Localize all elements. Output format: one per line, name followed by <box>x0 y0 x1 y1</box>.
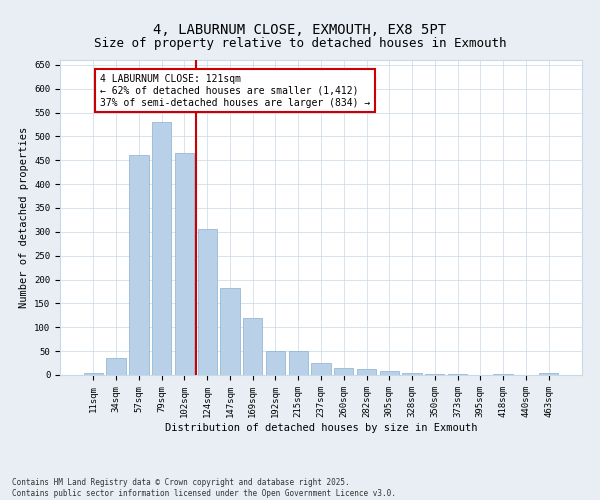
Bar <box>448 374 467 375</box>
Bar <box>357 370 376 375</box>
Bar <box>266 351 285 375</box>
Bar <box>220 288 239 375</box>
Bar <box>425 374 445 375</box>
Bar <box>106 358 126 375</box>
Bar <box>243 318 262 375</box>
Bar <box>129 156 149 375</box>
Text: 4 LABURNUM CLOSE: 121sqm
← 62% of detached houses are smaller (1,412)
37% of sem: 4 LABURNUM CLOSE: 121sqm ← 62% of detach… <box>100 74 370 108</box>
Bar <box>493 374 513 375</box>
Bar <box>334 368 353 375</box>
Bar <box>403 372 422 375</box>
Bar <box>311 363 331 375</box>
Bar <box>539 372 558 375</box>
Bar <box>152 122 172 375</box>
Text: 4, LABURNUM CLOSE, EXMOUTH, EX8 5PT: 4, LABURNUM CLOSE, EXMOUTH, EX8 5PT <box>154 22 446 36</box>
Bar <box>289 351 308 375</box>
Bar <box>197 230 217 375</box>
Y-axis label: Number of detached properties: Number of detached properties <box>19 127 29 308</box>
Text: Contains HM Land Registry data © Crown copyright and database right 2025.
Contai: Contains HM Land Registry data © Crown c… <box>12 478 396 498</box>
Bar <box>380 371 399 375</box>
Bar <box>175 153 194 375</box>
Text: Size of property relative to detached houses in Exmouth: Size of property relative to detached ho… <box>94 38 506 51</box>
Bar <box>84 372 103 375</box>
X-axis label: Distribution of detached houses by size in Exmouth: Distribution of detached houses by size … <box>165 422 477 432</box>
